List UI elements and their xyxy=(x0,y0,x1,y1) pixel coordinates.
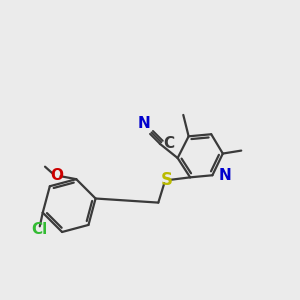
Text: N: N xyxy=(137,116,150,131)
Text: O: O xyxy=(50,168,63,183)
Text: N: N xyxy=(218,168,231,183)
Text: Cl: Cl xyxy=(32,222,48,237)
Text: S: S xyxy=(161,171,173,189)
Text: C: C xyxy=(164,136,175,151)
